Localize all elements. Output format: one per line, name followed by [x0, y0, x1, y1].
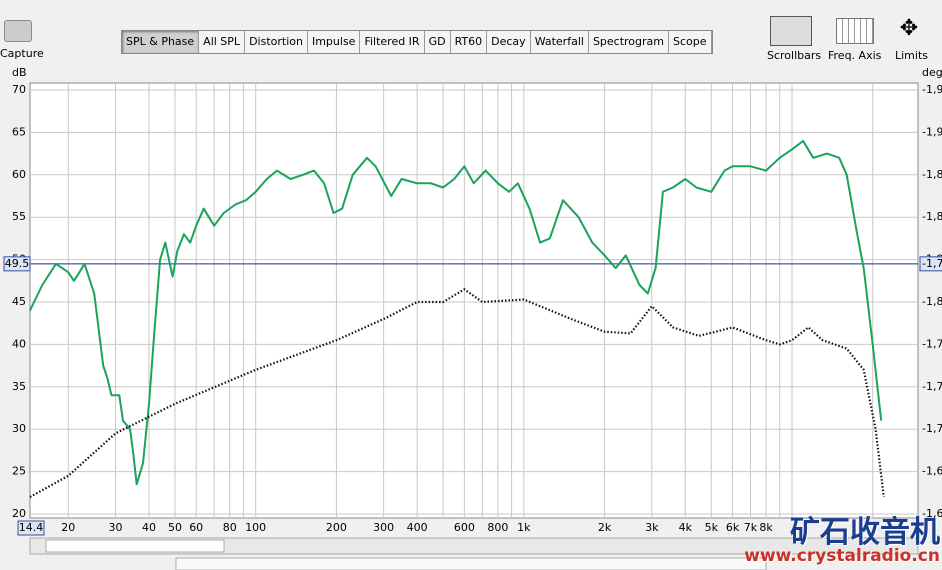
x-tick-label: 300: [373, 521, 394, 534]
x-tick-label: 30: [108, 521, 122, 534]
tab[interactable]: Filtered IR: [360, 31, 425, 53]
x-tick-label: 5k: [705, 521, 719, 534]
x-start-box: [17, 520, 45, 536]
x-tick-label: 4k: [679, 521, 693, 534]
tool-label[interactable]: Scrollbars: [767, 49, 822, 62]
y-tick-label: 60: [12, 168, 26, 181]
y2-tick-label: -1,6: [922, 465, 942, 478]
cursor-label: -1,7: [922, 257, 942, 270]
x-tick-label: 20: [61, 521, 75, 534]
y2-tick-label: -1,8: [922, 210, 942, 223]
scrollbar[interactable]: [29, 537, 919, 555]
x-tick-label: 100: [245, 521, 266, 534]
y2-tick-label: -1,8: [922, 168, 942, 181]
y-tick-label: 25: [12, 465, 26, 478]
y2-tick-label: -1,7: [922, 422, 942, 435]
freq-axis-icon[interactable]: [836, 18, 874, 44]
tab[interactable]: GD: [425, 31, 451, 53]
scrollbars-icon[interactable]: [770, 16, 812, 46]
series-line: [29, 139, 883, 486]
cursor-box: [919, 256, 942, 272]
x-tick-label: 8k: [759, 521, 773, 534]
y2-tick-label: -1,7: [922, 380, 942, 393]
scroll-thumb[interactable]: [45, 539, 225, 553]
y2-unit: deg: [922, 66, 942, 79]
x-tick-label: 2k: [598, 521, 612, 534]
y-tick-label: 55: [12, 210, 26, 223]
x-tick-label: 40: [142, 521, 156, 534]
x-tick-label: 1k: [517, 521, 531, 534]
capture-icon[interactable]: [4, 20, 32, 42]
x-start-label: 14.4: [19, 521, 44, 534]
watermark-title: 矿石收音机: [790, 515, 940, 550]
capture-label[interactable]: Capture: [0, 47, 44, 60]
x-tick-label: 80: [223, 521, 237, 534]
tab[interactable]: Spectrogram: [589, 31, 670, 53]
x-tick-label: 400: [407, 521, 428, 534]
tab[interactable]: Scope: [669, 31, 712, 53]
x-tick-label: 7k: [744, 521, 758, 534]
y-tick-label: 70: [12, 83, 26, 96]
x-tick-label: 50: [168, 521, 182, 534]
y2-tick-label: -1,9: [922, 83, 942, 96]
tab[interactable]: Impulse: [308, 31, 361, 53]
y2-tick-label: -1,9: [922, 125, 942, 138]
x-tick-label: 600: [454, 521, 475, 534]
legend-panel: [175, 557, 767, 570]
y2-tick-label: -1,6: [922, 507, 942, 520]
y2-tick-label: -1,7: [922, 337, 942, 350]
y-tick-label: 35: [12, 380, 26, 393]
tab[interactable]: All SPL: [199, 31, 246, 53]
x-tick-label: 6k: [726, 521, 740, 534]
tab-bar: SPL & Phase All SPL Distortion Impulse Filte…: [121, 30, 713, 54]
x-tick-label: 200: [326, 521, 347, 534]
tab[interactable]: RT60: [451, 31, 488, 53]
x-tick-label: 3k: [645, 521, 659, 534]
y-tick-label: 40: [12, 337, 26, 350]
y-tick-label: 65: [12, 125, 26, 138]
cursor-box: [3, 256, 31, 272]
tab[interactable]: Waterfall: [531, 31, 589, 53]
limits-icon[interactable]: ✥: [899, 16, 919, 41]
tab[interactable]: Decay: [487, 31, 531, 53]
x-tick-label: 800: [487, 521, 508, 534]
x-tick-label: 60: [189, 521, 203, 534]
tool-label[interactable]: Freq. Axis: [828, 49, 882, 62]
cursor-label: 49.5: [5, 257, 30, 270]
y-tick-label: 20: [12, 507, 26, 520]
y-tick-label: 45: [12, 295, 26, 308]
watermark-url: www.crystalradio.cn: [744, 546, 940, 566]
tab[interactable]: SPL & Phase: [122, 31, 200, 53]
y-tick-label: 30: [12, 422, 26, 435]
tool-label[interactable]: Limits: [895, 49, 928, 62]
plot-area: [29, 82, 919, 519]
y2-tick-label: -1,8: [922, 295, 942, 308]
y-unit: dB: [12, 66, 27, 79]
tab[interactable]: Distortion: [245, 31, 308, 53]
